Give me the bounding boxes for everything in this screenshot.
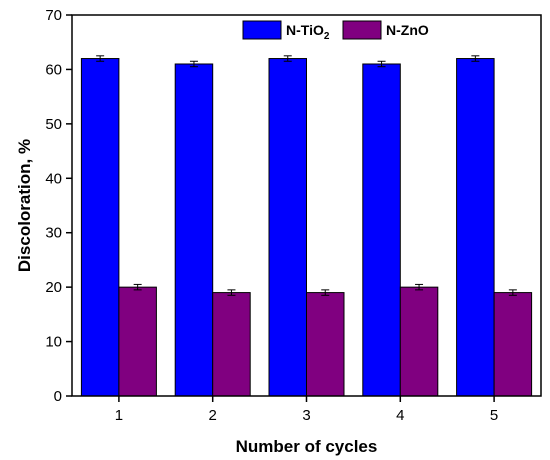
bar-n-tio2-cycle-2 — [174, 63, 214, 397]
bar-n-zno-cycle-3 — [306, 292, 345, 397]
y-tick-label: 70 — [45, 7, 62, 24]
legend-swatch-n-tio2 — [242, 20, 282, 40]
bar-n-zno-cycle-4 — [399, 286, 439, 397]
x-tick-label: 5 — [490, 407, 498, 424]
bars-layer — [80, 58, 533, 397]
bar-n-tio2-cycle-1 — [80, 58, 120, 397]
y-tick-label: 0 — [54, 388, 62, 405]
y-tick-label: 20 — [45, 279, 62, 296]
error-bars-layer — [96, 55, 517, 296]
y-axis: 0 10 20 30 40 50 60 70 — [45, 7, 72, 405]
x-axis: 1 2 3 4 5 — [115, 396, 498, 424]
legend: N-TiO2 N-ZnO — [242, 20, 429, 42]
x-tick-label: 3 — [302, 407, 310, 424]
y-tick-label: 40 — [45, 170, 62, 187]
x-tick-label: 2 — [209, 407, 217, 424]
bar-n-tio2-cycle-4 — [362, 63, 401, 397]
legend-label-n-tio2: N-TiO2 — [286, 22, 330, 42]
legend-label-text: N-ZnO — [386, 22, 429, 38]
y-tick-label: 50 — [45, 116, 62, 133]
bar-n-zno-cycle-2 — [212, 292, 251, 397]
bar-n-zno-cycle-1 — [118, 286, 157, 397]
legend-label-subscript: 2 — [324, 31, 330, 42]
legend-label-n-zno: N-ZnO — [386, 22, 429, 38]
x-axis-title: Number of cycles — [236, 437, 378, 456]
bar-n-tio2-cycle-3 — [268, 58, 307, 397]
y-axis-title: Discoloration, % — [15, 139, 34, 272]
bar-n-zno-cycle-5 — [493, 292, 533, 397]
x-tick-label: 4 — [396, 407, 404, 424]
y-tick-label: 60 — [45, 61, 62, 78]
legend-swatch-n-zno — [342, 20, 382, 40]
legend-label-text: N-TiO — [286, 22, 324, 38]
y-tick-label: 30 — [45, 225, 62, 242]
bar-n-tio2-cycle-5 — [456, 58, 495, 397]
y-tick-label: 10 — [45, 334, 62, 351]
x-tick-label: 1 — [115, 407, 123, 424]
